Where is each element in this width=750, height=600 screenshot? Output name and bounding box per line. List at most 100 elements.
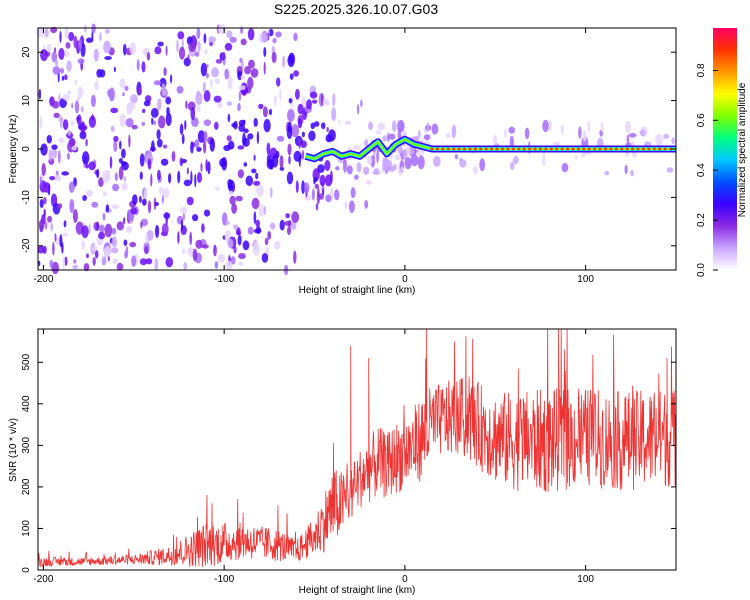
- ridge-peak: [642, 147, 645, 151]
- spectrogram-cell: [139, 258, 148, 266]
- spectrogram-cell: [121, 161, 127, 167]
- spectrogram-cell: [238, 261, 244, 267]
- snr-plot-area: [38, 329, 676, 570]
- spectrogram-cell: [123, 217, 126, 225]
- spectrogram-cell: [72, 264, 79, 270]
- spectrogram-cell: [325, 100, 330, 107]
- ridge-peak: [501, 147, 504, 151]
- spectrogram-cell: [136, 59, 140, 71]
- spectrogram-cell: [245, 175, 254, 187]
- spectrogram-cell: [194, 139, 200, 149]
- spectrogram-cell: [68, 181, 75, 193]
- spectrogram-cell: [263, 61, 266, 75]
- spectrogram-cell: [200, 162, 203, 172]
- spectrogram-cell: [392, 120, 397, 133]
- spectrogram-cell: [279, 88, 282, 101]
- spectrogram-cell: [105, 204, 110, 213]
- spectrogram-cell: [264, 237, 269, 246]
- spectrogram-cell: [382, 135, 388, 142]
- ridge-peak: [468, 147, 472, 151]
- spectrogram-cell: [207, 161, 211, 175]
- snr-x-ticks: -200 -100 0 100: [33, 329, 594, 585]
- spectrogram-cell: [582, 130, 587, 142]
- spectrogram-cell: [168, 173, 172, 184]
- spectrogram-cell: [72, 209, 78, 223]
- spectrogram-cell: [187, 54, 190, 61]
- spectrogram-cell: [40, 49, 48, 62]
- spectrogram-cell: [59, 30, 62, 43]
- spectrogram-cell: [88, 161, 96, 171]
- spectrogram-cell: [53, 174, 62, 182]
- spectrogram-cell: [350, 187, 356, 199]
- y-tick-label: 100: [21, 520, 32, 537]
- y-tick-label: 200: [21, 478, 32, 495]
- spectrogram-cell: [59, 67, 65, 74]
- snr-series-line: [37, 328, 677, 569]
- spectrogram-cell: [67, 130, 72, 136]
- ridge-peak: [490, 147, 494, 151]
- spectrogram-cell: [62, 119, 69, 131]
- spectrogram-cell: [581, 152, 586, 158]
- spectrogram-cell: [57, 150, 61, 164]
- spectrogram-cell: [587, 120, 591, 134]
- spectrogram-cell: [183, 262, 188, 270]
- spectrogram-cell: [145, 232, 149, 245]
- spectrogram-cell: [256, 131, 260, 145]
- y-tick-label: 300: [21, 437, 32, 454]
- spectrogram-cell: [418, 129, 421, 139]
- spectrogram-cell: [479, 158, 486, 172]
- spectrogram-cell: [123, 176, 127, 182]
- spectrogram-cell: [509, 135, 514, 149]
- colorbar-ticks: 0.0 0.2 0.4 0.6 0.8: [696, 63, 718, 277]
- spectrogram-cell: [508, 126, 516, 134]
- spectrogram-cell: [298, 137, 301, 149]
- spectrogram-cell: [53, 112, 60, 118]
- spectrogram-cell: [162, 144, 168, 149]
- spectrogram-cell: [158, 186, 164, 195]
- spectrogram-cell: [81, 240, 86, 250]
- spectrogram-cell: [161, 223, 169, 236]
- spectrogram-cell: [39, 198, 44, 209]
- y-tick-label: -10: [21, 190, 32, 205]
- ridge-peak: [430, 147, 434, 151]
- spectrogram-cell: [71, 103, 74, 109]
- spectrogram-cell: [224, 42, 233, 51]
- spectrogram-cell: [282, 55, 286, 68]
- spectrogram-cell: [387, 132, 390, 143]
- spectrogram-cell: [43, 44, 46, 51]
- spectrogram-cell: [192, 248, 198, 262]
- spectrogram-cell: [217, 101, 223, 109]
- spectrogram-cell: [268, 28, 274, 37]
- y-tick-label: 0: [21, 567, 32, 573]
- spectrogram-cell: [552, 141, 560, 147]
- spectrogram-cell: [94, 80, 99, 91]
- spectrogram-cell: [86, 253, 89, 259]
- spectrogram-cell: [69, 199, 75, 213]
- spectrogram-cell: [177, 31, 185, 40]
- spectrogram-cell: [410, 154, 419, 167]
- spectrogram-cell: [71, 146, 77, 151]
- spectrogram-cell: [301, 131, 305, 138]
- spectrogram-cell: [366, 155, 373, 165]
- spectrogram-cell: [640, 129, 646, 136]
- spectrogram-cell: [98, 224, 105, 233]
- spectrogram-cell: [356, 162, 362, 173]
- spectrogram-cell: [178, 46, 186, 60]
- spectrogram-cell: [225, 260, 233, 271]
- spectrogram-cell: [560, 124, 564, 135]
- spectrogram-cell: [157, 98, 162, 111]
- spectrogram-cell: [295, 180, 299, 193]
- spectrogram-cell: [180, 219, 184, 231]
- spectrogram-cell: [285, 213, 290, 219]
- x-tick-label: 100: [577, 274, 594, 285]
- spectrogram-cell: [287, 108, 295, 122]
- spectrogram-cell: [171, 151, 176, 162]
- ridge-peak: [522, 147, 526, 151]
- spectrogram-cell: [63, 50, 70, 57]
- ridge-peak: [582, 147, 586, 151]
- spectrogram-cell: [107, 256, 110, 262]
- spectrogram-cell: [103, 40, 111, 54]
- x-tick-label: -100: [214, 274, 234, 285]
- ridge-peak: [669, 147, 673, 151]
